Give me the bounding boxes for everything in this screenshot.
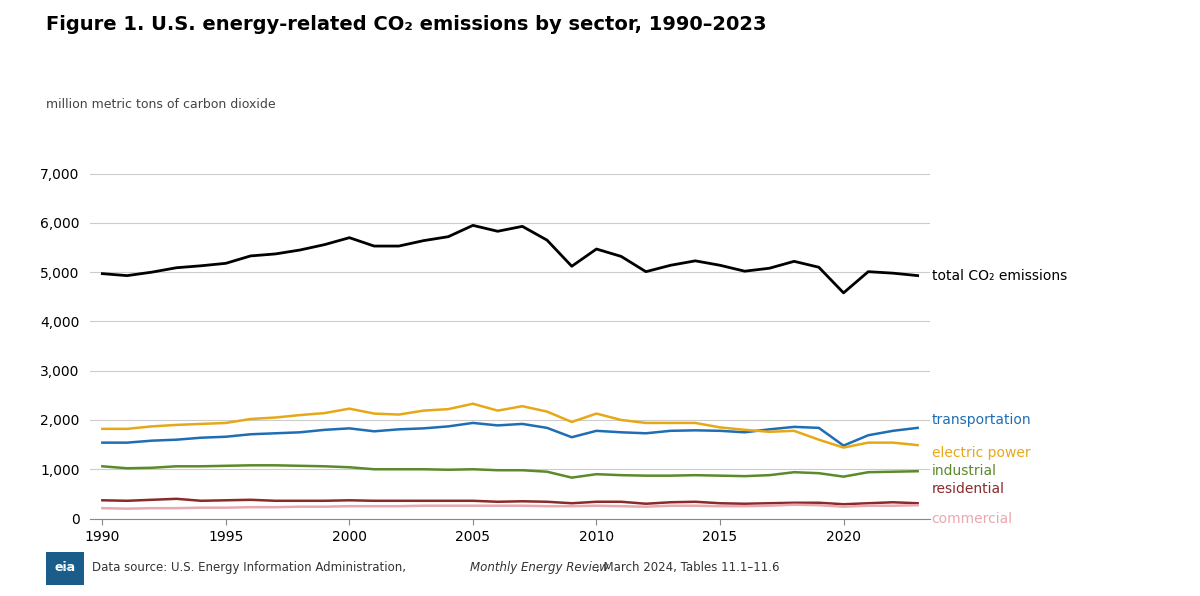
Text: residential: residential [931, 482, 1004, 496]
Text: commercial: commercial [931, 512, 1013, 526]
Text: eia: eia [54, 561, 76, 574]
Text: electric power: electric power [931, 446, 1030, 461]
Text: total CO₂ emissions: total CO₂ emissions [931, 269, 1067, 283]
Text: industrial: industrial [931, 464, 996, 478]
Text: million metric tons of carbon dioxide: million metric tons of carbon dioxide [46, 98, 275, 111]
Text: Data source: U.S. Energy Information Administration,: Data source: U.S. Energy Information Adm… [92, 561, 410, 574]
Text: transportation: transportation [931, 412, 1031, 427]
Text: , March 2024, Tables 11.1–11.6: , March 2024, Tables 11.1–11.6 [596, 561, 780, 574]
Text: Monthly Energy Review: Monthly Energy Review [470, 561, 610, 574]
Text: ⁀: ⁀ [60, 570, 70, 581]
Text: Figure 1. U.S. energy-related CO₂ emissions by sector, 1990–2023: Figure 1. U.S. energy-related CO₂ emissi… [46, 15, 766, 34]
